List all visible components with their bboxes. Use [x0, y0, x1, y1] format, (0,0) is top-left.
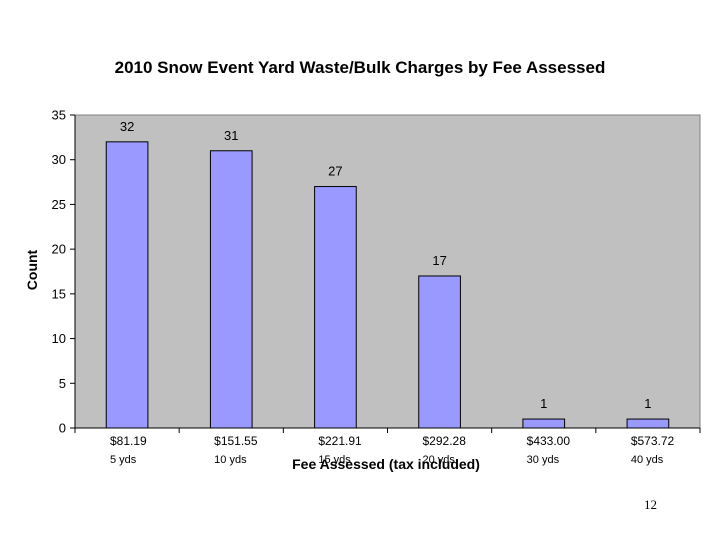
y-tick-label: 15	[52, 286, 66, 301]
bar	[626, 418, 670, 429]
data-label: 31	[224, 128, 238, 143]
x-tick-label: $573.72	[631, 434, 675, 448]
x-tick-label: $433.00	[527, 434, 571, 448]
data-labels: 32 31 27 17 1 1	[120, 119, 652, 411]
x-tick-label: $151.55	[214, 434, 258, 448]
data-label: 17	[432, 253, 446, 268]
y-tick-label: 0	[59, 421, 66, 436]
x-tick-sublabel: 30 yds	[527, 454, 560, 466]
x-tick-sublabel: 20 yds	[423, 454, 456, 466]
x-tick-sublabel: 5 yds	[110, 454, 137, 466]
y-tick-label: 5	[59, 376, 66, 391]
bar	[105, 141, 149, 429]
data-label: 1	[540, 396, 547, 411]
data-label: 27	[328, 164, 342, 179]
y-axis: 0 5 10 15 20 25 30 35	[52, 108, 700, 436]
y-axis-label: Count	[24, 249, 40, 291]
bar	[209, 150, 253, 429]
y-tick-label: 30	[52, 152, 66, 167]
y-tick-label: 35	[52, 108, 66, 123]
data-label: 1	[644, 396, 651, 411]
bars	[105, 141, 670, 429]
plot-area	[74, 114, 701, 429]
x-axis: $81.19 5 yds $151.55 10 yds $221.91 15 yds $29…	[74, 428, 701, 466]
x-tick-sublabel: 10 yds	[214, 454, 247, 466]
x-tick-sublabel: 40 yds	[631, 454, 664, 466]
y-tick-label: 10	[52, 331, 66, 346]
bar	[314, 186, 357, 429]
x-tick-sublabel: 15 yds	[318, 454, 351, 466]
bar	[522, 418, 566, 429]
x-tick-label: $81.19	[110, 434, 147, 448]
y-tick-label: 25	[52, 197, 66, 212]
x-tick-label: $292.28	[423, 434, 467, 448]
bar	[418, 275, 461, 429]
y-tick-label: 20	[52, 242, 66, 257]
page-number: 12	[644, 497, 657, 512]
data-label: 32	[120, 119, 134, 134]
chart-title: 2010 Snow Event Yard Waste/Bulk Charges …	[114, 58, 606, 77]
x-axis-label: Fee Assessed (tax included)	[292, 456, 480, 472]
x-tick-label: $221.91	[318, 434, 362, 448]
